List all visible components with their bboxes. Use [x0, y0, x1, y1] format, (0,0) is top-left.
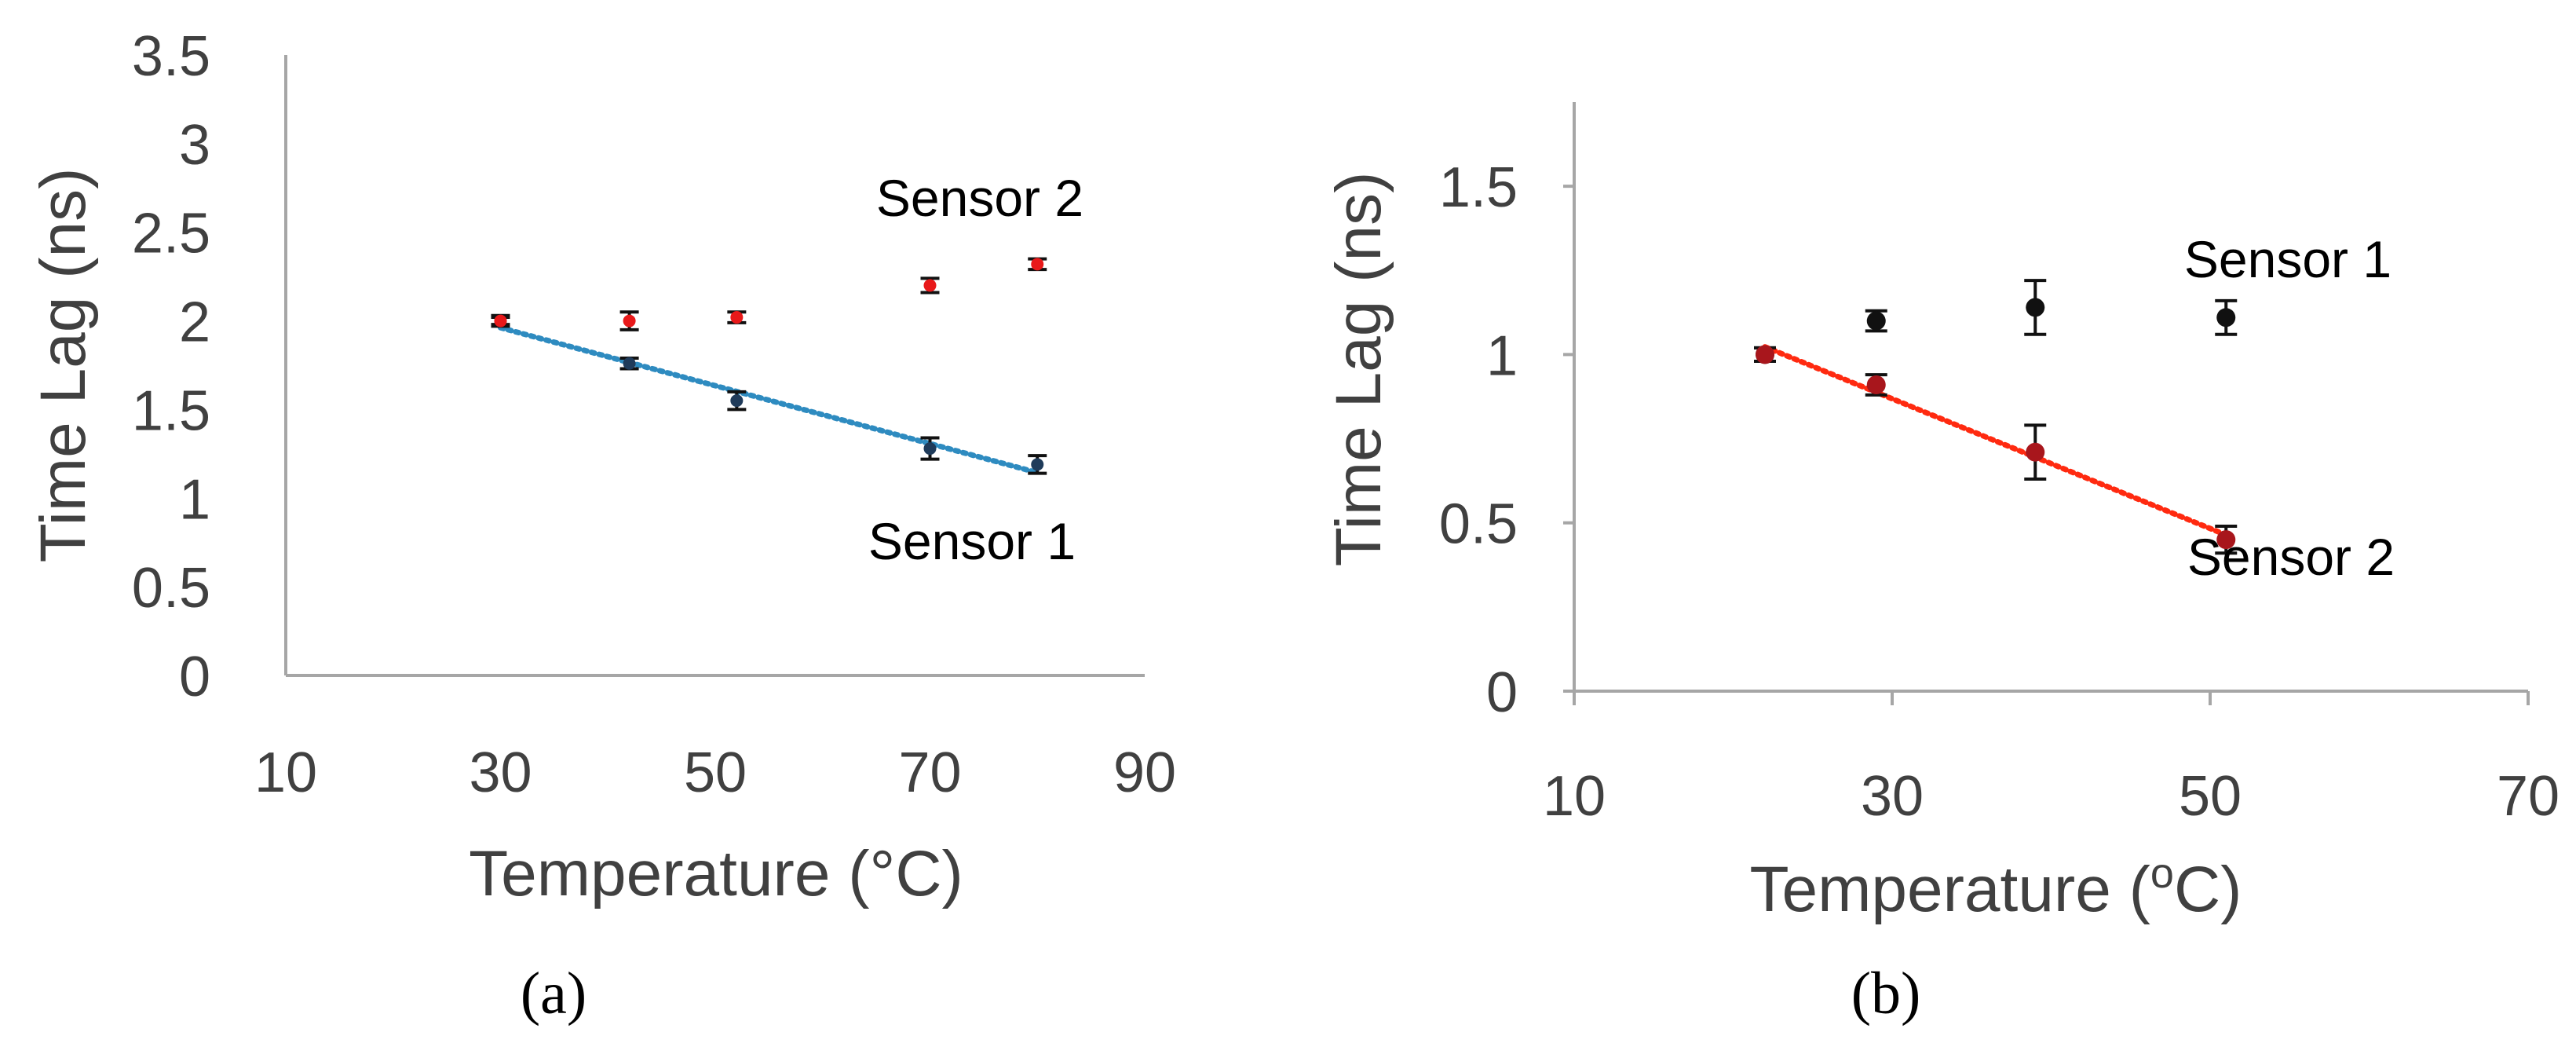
y-axis-label: Time Lag (ns)	[1323, 172, 1394, 567]
y-tick-label: 0.5	[1439, 493, 1518, 556]
trendline	[498, 324, 1040, 476]
series-1: Sensor 1	[491, 313, 1076, 570]
y-tick-label: 1	[179, 468, 210, 531]
x-axis-label-suffix: C)	[2174, 854, 2242, 925]
y-tick-label: 1.5	[1439, 156, 1518, 219]
data-point	[730, 394, 744, 408]
data-point	[1756, 345, 1774, 364]
data-point	[623, 357, 636, 370]
trendline	[1762, 344, 2229, 538]
data-point	[494, 314, 507, 328]
series-2: Sensor 2	[1754, 344, 2395, 586]
x-tick-label: 70	[898, 741, 961, 804]
data-point	[923, 279, 937, 292]
y-tick-label: 0	[1486, 661, 1518, 724]
series-label: Sensor 2	[876, 169, 1083, 227]
x-axis-label: Temperature (oC)	[1750, 850, 2242, 925]
x-tick-label: 30	[469, 741, 532, 804]
x-axis-label: Temperature (°C)	[469, 838, 963, 909]
series-label: Sensor 2	[2187, 528, 2395, 586]
data-point	[2216, 530, 2236, 550]
y-tick-label: 3	[179, 114, 210, 177]
y-tick-label: 1	[1486, 324, 1518, 387]
x-tick-label: 50	[684, 741, 747, 804]
y-axis-label: Time Lag (ns)	[27, 168, 99, 563]
y-tick-label: 0.5	[132, 557, 210, 620]
chart-panel-a: 0 0.5 1 1.5 2 2.5 3 3.5 10 30 50 70 90 Temperature (°…	[27, 25, 1176, 1027]
data-point	[2026, 442, 2045, 462]
x-tick-label: 90	[1113, 741, 1176, 804]
x-axis-label-superscript: o	[2150, 850, 2174, 897]
y-tick-label: 2.5	[132, 203, 210, 265]
x-axis-label-main: Temperature (	[1750, 854, 2150, 925]
data-point	[730, 311, 744, 324]
data-point	[1866, 375, 1886, 394]
x-tick-label: 30	[1861, 765, 1924, 828]
series-label: Sensor 1	[868, 512, 1076, 570]
x-tick-label: 10	[1543, 765, 1606, 828]
data-point	[2026, 298, 2045, 317]
y-tick-label: 3.5	[132, 25, 210, 88]
chart-panel-b: 0 0.5 1 1.5 10 30 50 70 Temperature (oC) Time Lag…	[1323, 102, 2560, 1027]
series-2: Sensor 2	[491, 169, 1083, 331]
data-point	[623, 314, 636, 328]
data-point	[2216, 308, 2236, 328]
y-tick-label: 1.5	[132, 379, 210, 442]
panel-label: (a)	[521, 961, 586, 1027]
series-label: Sensor 1	[2184, 230, 2391, 288]
data-point	[1031, 458, 1044, 471]
data-point	[1866, 311, 1886, 331]
x-tick-label: 10	[254, 741, 317, 804]
data-point	[1031, 258, 1044, 271]
series-1: Sensor 1	[1754, 230, 2391, 364]
panel-label: (b)	[1851, 961, 1921, 1027]
x-tick-label: 70	[2497, 765, 2560, 828]
data-point	[923, 442, 937, 456]
y-tick-label: 2	[179, 291, 210, 354]
y-tick-label: 0	[179, 646, 210, 708]
x-tick-label: 50	[2179, 765, 2242, 828]
